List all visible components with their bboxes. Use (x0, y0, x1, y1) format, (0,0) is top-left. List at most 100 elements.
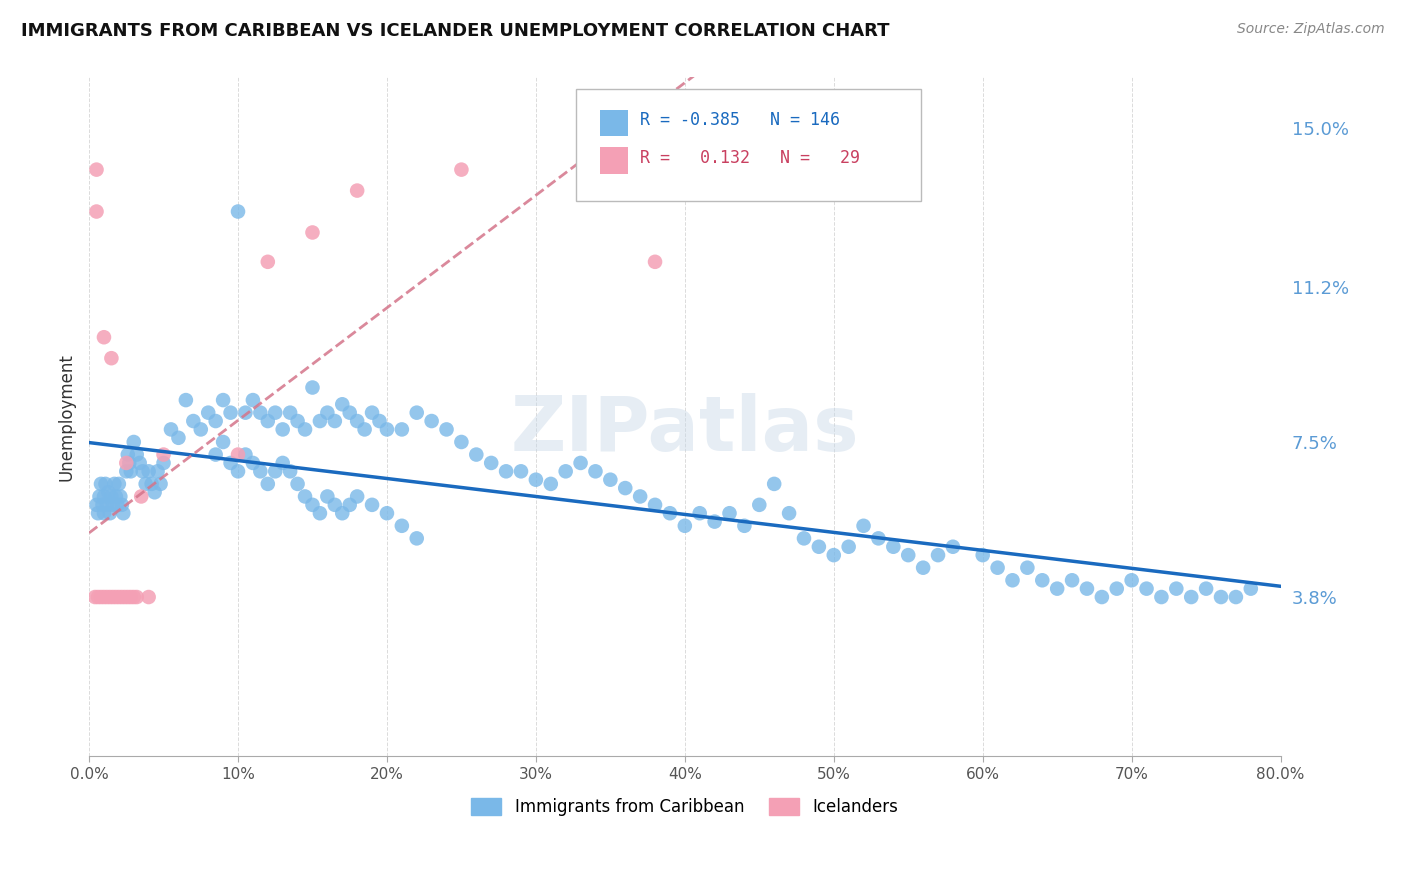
Point (117, 448, 139, 462)
Point (510, 464, 533, 478)
Point (658, 506, 681, 520)
Point (108, 590, 131, 604)
Point (644, 498, 666, 512)
Point (138, 590, 160, 604)
Point (330, 506, 353, 520)
Point (793, 532, 815, 546)
Point (183, 414, 205, 428)
Point (103, 476, 125, 491)
Point (361, 406, 384, 420)
Point (614, 481, 637, 495)
Point (316, 406, 339, 420)
Point (100, 351, 122, 366)
Point (97, 485, 120, 500)
Point (1001, 574, 1024, 588)
Point (93, 506, 115, 520)
Point (204, 448, 226, 462)
Point (264, 406, 287, 420)
Point (1225, 590, 1247, 604)
Point (256, 414, 278, 428)
Point (375, 506, 398, 520)
Point (987, 560, 1010, 574)
Point (174, 393, 197, 408)
Point (361, 498, 384, 512)
Point (249, 406, 271, 420)
Point (524, 473, 547, 487)
Point (927, 548, 949, 562)
Point (94, 476, 117, 491)
Point (346, 414, 368, 428)
Point (301, 498, 323, 512)
Point (912, 560, 935, 574)
Point (405, 532, 427, 546)
Point (778, 506, 800, 520)
Point (212, 393, 235, 408)
Point (242, 393, 264, 408)
Point (585, 464, 607, 478)
Point (138, 464, 160, 478)
Point (718, 506, 741, 520)
Point (101, 590, 124, 604)
Point (375, 422, 398, 436)
Point (91, 498, 114, 512)
Point (823, 548, 845, 562)
Point (100, 490, 122, 504)
Point (111, 498, 134, 512)
Point (93, 490, 115, 504)
Point (264, 464, 287, 478)
Point (122, 435, 145, 450)
Point (219, 406, 242, 420)
Point (569, 456, 592, 470)
Point (93, 330, 115, 344)
Point (323, 414, 346, 428)
Point (86, 204, 108, 219)
Point (330, 397, 353, 411)
Point (212, 435, 235, 450)
Point (278, 406, 301, 420)
Point (309, 414, 332, 428)
Point (323, 498, 346, 512)
Point (120, 464, 142, 478)
Point (86, 498, 108, 512)
Point (86, 162, 108, 177)
Point (353, 422, 375, 436)
Point (1135, 582, 1157, 596)
Point (104, 590, 127, 604)
Point (644, 255, 666, 269)
Point (160, 422, 183, 436)
Point (763, 476, 786, 491)
Point (868, 532, 890, 546)
Point (436, 422, 458, 436)
Point (368, 414, 391, 428)
Point (235, 448, 257, 462)
Point (122, 590, 145, 604)
Point (465, 448, 488, 462)
Point (339, 498, 361, 512)
Point (346, 490, 368, 504)
Point (309, 506, 332, 520)
Point (703, 515, 725, 529)
Point (748, 498, 770, 512)
Point (128, 456, 150, 470)
Point (1121, 574, 1143, 588)
Point (689, 506, 711, 520)
Point (110, 490, 132, 504)
Point (450, 435, 472, 450)
Point (405, 406, 427, 420)
Point (190, 422, 212, 436)
Point (287, 414, 309, 428)
Point (146, 464, 169, 478)
Point (316, 490, 339, 504)
Point (141, 476, 163, 491)
Point (131, 464, 153, 478)
Point (108, 476, 131, 491)
Point (301, 226, 323, 240)
Point (256, 476, 278, 491)
Point (204, 414, 226, 428)
Point (105, 498, 128, 512)
Point (125, 448, 148, 462)
Point (87, 590, 110, 604)
Point (115, 464, 138, 478)
Point (391, 518, 413, 533)
Point (599, 473, 621, 487)
